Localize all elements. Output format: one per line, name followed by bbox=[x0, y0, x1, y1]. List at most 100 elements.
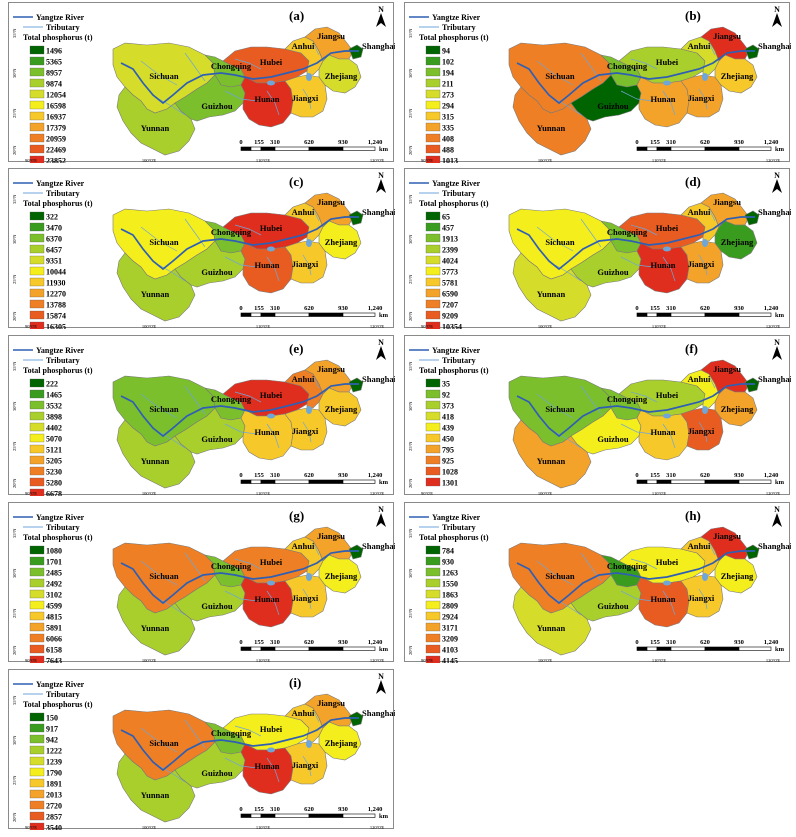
tributary-line bbox=[266, 757, 280, 783]
province-label-jiangsu: Jiangsu bbox=[317, 197, 345, 207]
scale-tick-label: 930 bbox=[734, 472, 744, 479]
longitude-label: 110°0'E bbox=[256, 491, 270, 496]
legend-class-label: 1790 bbox=[46, 769, 62, 778]
province-hunan bbox=[240, 576, 294, 628]
legend-class-label: 2013 bbox=[46, 791, 62, 800]
legend-class-label: 795 bbox=[442, 446, 454, 455]
longitude-label: 120°0'E bbox=[766, 491, 781, 496]
yangtze-river-line bbox=[120, 550, 359, 605]
lake-dongting bbox=[267, 246, 275, 252]
province-label-sichuan: Sichuan bbox=[149, 404, 179, 414]
province-label-hunan: Hunan bbox=[650, 94, 675, 104]
scale-tick-label: 155 bbox=[650, 139, 661, 146]
province-label-shanghai: Shanghai bbox=[758, 374, 791, 384]
latitude-label: 30°N bbox=[408, 401, 413, 411]
scale-bar-segment bbox=[704, 146, 740, 151]
legend-class-label: 15874 bbox=[46, 312, 66, 321]
scale-tick-label: 155 bbox=[254, 139, 265, 146]
scale-unit-label: km bbox=[379, 813, 389, 820]
legend-swatch bbox=[29, 56, 45, 66]
lake-poyang bbox=[306, 573, 312, 581]
scale-unit-label: km bbox=[775, 479, 785, 486]
province-label-hunan: Hunan bbox=[650, 427, 675, 437]
province-label-chongqing: Chongqing bbox=[211, 561, 252, 571]
province-label-yunnan: Yunnan bbox=[141, 790, 170, 800]
legend-tributary-label: Tributary bbox=[46, 356, 80, 365]
lake-dongting bbox=[663, 413, 671, 419]
legend-swatch bbox=[29, 545, 45, 555]
legend-swatch bbox=[29, 444, 45, 454]
tributary-line bbox=[698, 588, 708, 610]
longitude-label: 100°0'E bbox=[538, 491, 553, 496]
map-panel: Yangtze River Tributary Total phosphorus (… bbox=[8, 502, 395, 664]
legend-class-label: 5891 bbox=[46, 624, 62, 633]
province-label-zhejiang: Zhejiang bbox=[721, 404, 754, 414]
legend-swatch bbox=[29, 611, 45, 621]
scale-tick-label: 0 bbox=[635, 639, 638, 646]
legend-class-label: 7643 bbox=[46, 657, 62, 664]
legend-class-label: 273 bbox=[442, 91, 454, 100]
scale-tick-label: 620 bbox=[304, 639, 314, 646]
scale-tick-label: 1,240 bbox=[764, 139, 779, 146]
tributary-line bbox=[662, 590, 676, 616]
latitude-label: 35°N bbox=[12, 194, 17, 204]
north-label: N bbox=[774, 171, 780, 180]
latitude-label: 30°N bbox=[12, 68, 17, 78]
north-arrow-icon bbox=[376, 680, 386, 694]
longitude-label: 90°0'E bbox=[421, 324, 433, 329]
scale-tick-label: 620 bbox=[700, 639, 710, 646]
legend-class-label: 2809 bbox=[442, 602, 458, 611]
tributary-line bbox=[140, 393, 178, 419]
longitude-label: 100°0'E bbox=[142, 491, 157, 496]
legend-class-label: 4402 bbox=[46, 424, 62, 433]
latitude-label: 25°N bbox=[12, 775, 17, 785]
legend-swatch bbox=[425, 433, 441, 443]
province-label-yunnan: Yunnan bbox=[537, 456, 566, 466]
north-arrow-icon bbox=[376, 513, 386, 527]
legend-swatch bbox=[29, 745, 45, 755]
tributary-line bbox=[140, 727, 178, 753]
legend-swatch bbox=[29, 277, 45, 287]
legend-title: Total phosphorus (t) bbox=[23, 533, 93, 542]
legend-swatch bbox=[29, 488, 45, 496]
province-shanghai bbox=[744, 44, 760, 60]
yangtze-river-line bbox=[516, 383, 755, 438]
north-arrow-icon bbox=[376, 179, 386, 193]
scale-bar-segment bbox=[738, 646, 772, 651]
legend-swatch bbox=[29, 266, 45, 276]
longitude-label: 100°0'E bbox=[538, 158, 553, 163]
scale-tick-label: 310 bbox=[270, 639, 280, 646]
legend-title: Total phosphorus (t) bbox=[419, 366, 489, 375]
legend-class-label: 9209 bbox=[442, 312, 458, 321]
legend-swatch bbox=[29, 78, 45, 88]
legend-swatch bbox=[425, 622, 441, 632]
scale-bar-segment bbox=[636, 312, 648, 317]
legend-swatch bbox=[29, 822, 45, 830]
lake-poyang bbox=[306, 740, 312, 748]
latitude-label: 35°N bbox=[12, 695, 17, 705]
legend-swatch bbox=[29, 389, 45, 399]
tributary-line bbox=[224, 90, 258, 102]
north-label: N bbox=[774, 5, 780, 14]
longitude-label: 120°0'E bbox=[370, 324, 385, 329]
scale-bar-segment bbox=[274, 312, 310, 317]
legend-class-label: 784 bbox=[442, 547, 454, 556]
legend-swatch bbox=[29, 155, 45, 163]
province-label-jiangsu: Jiangsu bbox=[317, 698, 345, 708]
legend-class-label: 5773 bbox=[442, 268, 458, 277]
scale-bar-segment bbox=[260, 813, 276, 818]
legend-swatch bbox=[29, 89, 45, 99]
tributary-line bbox=[620, 256, 654, 268]
legend-class-label: 35 bbox=[442, 380, 450, 389]
province-label-jiangsu: Jiangsu bbox=[713, 197, 741, 207]
province-label-hubei: Hubei bbox=[260, 223, 283, 233]
province-label-chongqing: Chongqing bbox=[607, 394, 648, 404]
legend-class-label: 1080 bbox=[46, 547, 62, 556]
yangtze-river-line bbox=[516, 216, 755, 271]
legend-swatch bbox=[29, 556, 45, 566]
tributary-line bbox=[662, 90, 676, 116]
latitude-label: 35°N bbox=[408, 361, 413, 371]
province-label-anhui: Anhui bbox=[688, 374, 711, 384]
tributary-line bbox=[266, 590, 280, 616]
